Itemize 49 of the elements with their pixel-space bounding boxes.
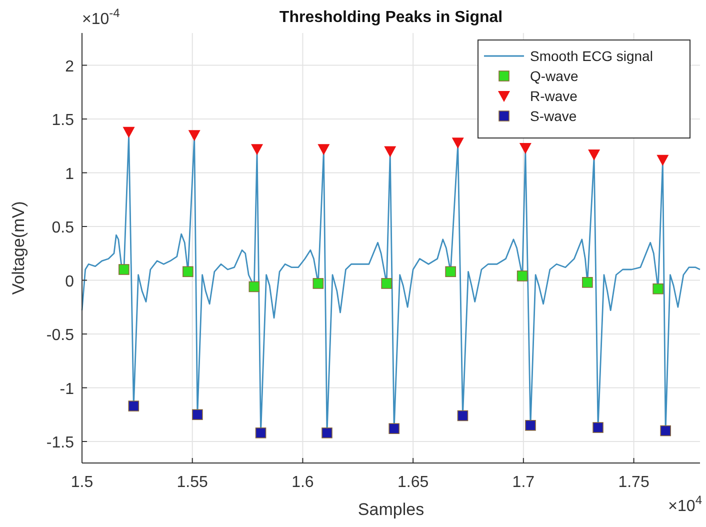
legend-label: Q-wave: [530, 68, 578, 84]
point: [182, 266, 194, 278]
text: ×10$^{4}$: [668, 493, 702, 515]
point: [248, 281, 260, 292]
point: [592, 422, 604, 433]
point: [525, 420, 536, 431]
y-tick-label: -0.5: [46, 327, 74, 344]
x-tick-label: 1.7: [512, 474, 535, 491]
y-tick-label: 1: [65, 166, 74, 183]
legend-label: R-wave: [530, 88, 578, 104]
point: [118, 264, 130, 275]
y-tick-label: -1.5: [46, 434, 74, 452]
point: [582, 277, 593, 288]
point: [652, 283, 664, 294]
point: [519, 143, 532, 154]
point: [388, 423, 400, 434]
x-tick-label: 1.65: [398, 474, 429, 491]
y-tick-label: -1: [60, 380, 74, 398]
y-axis-title: Voltage(mV): [9, 201, 28, 295]
point: [322, 428, 332, 438]
x-axis-title: Samples: [358, 500, 424, 519]
point: [192, 409, 203, 420]
point: [457, 410, 468, 422]
point: [516, 270, 528, 282]
point: [384, 146, 396, 158]
x-tick-label: 1.75: [618, 474, 650, 491]
point: [588, 149, 600, 160]
point: [445, 266, 456, 278]
x-tick-label: 1.6: [292, 474, 314, 491]
chart-title: Thresholding Peaks in Signal: [279, 9, 503, 26]
legend-label: S-wave: [530, 108, 577, 124]
y-tick-label: 0.5: [52, 220, 74, 236]
legend-label: Smooth ECG signal: [530, 48, 653, 64]
point: [122, 126, 135, 138]
point: [452, 138, 464, 149]
point: [381, 278, 392, 289]
y-tick-label: 1.5: [52, 112, 74, 129]
point: [188, 130, 200, 142]
point: [656, 154, 669, 166]
point: [255, 428, 266, 438]
y-tick-label: 0: [65, 273, 74, 290]
point: [312, 278, 324, 289]
point: [660, 425, 671, 436]
point: [318, 144, 330, 156]
x-tick-label: 1.55: [176, 474, 208, 491]
point: [251, 144, 264, 156]
text: ×10$^{-4}$: [82, 6, 120, 28]
point: [128, 400, 140, 412]
y-tick-label: 2: [65, 58, 74, 76]
